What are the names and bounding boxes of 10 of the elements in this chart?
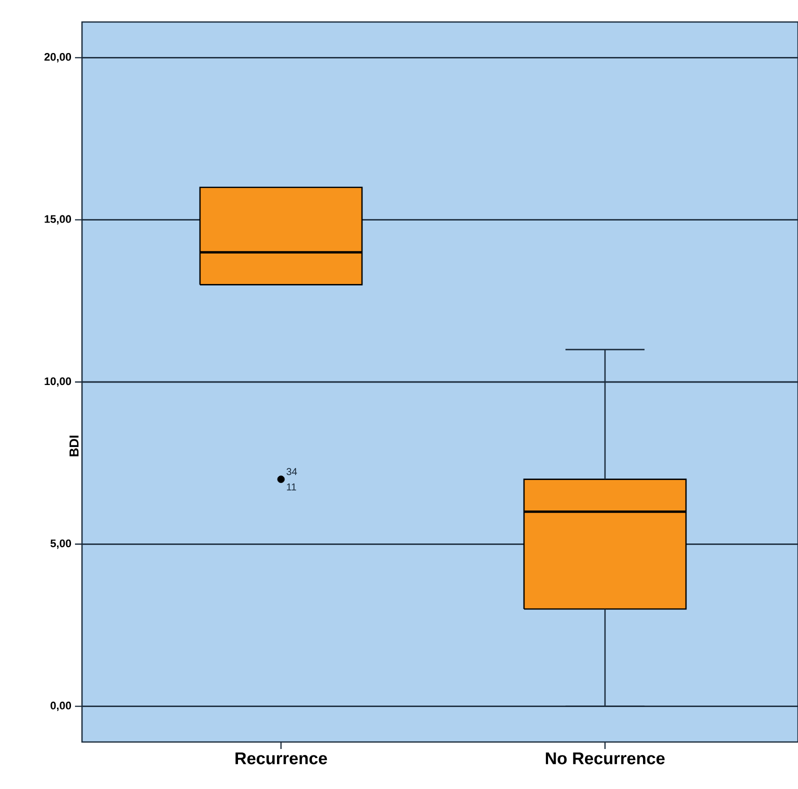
x-tick-label: No Recurrence bbox=[546, 752, 665, 764]
annotation: 11 bbox=[286, 483, 296, 490]
x-tick-label: Recurrence bbox=[236, 752, 328, 764]
y-axis-title: BDI bbox=[70, 436, 78, 456]
y-tick-label: 10,00 bbox=[44, 377, 72, 387]
annotation: 34 bbox=[286, 468, 297, 476]
y-tick-label: 5,00 bbox=[50, 539, 72, 549]
y-tick-label: 15,00 bbox=[44, 215, 72, 225]
y-tick-label: 0,00 bbox=[50, 702, 72, 712]
y-tick-label: 20,00 bbox=[44, 53, 72, 62]
